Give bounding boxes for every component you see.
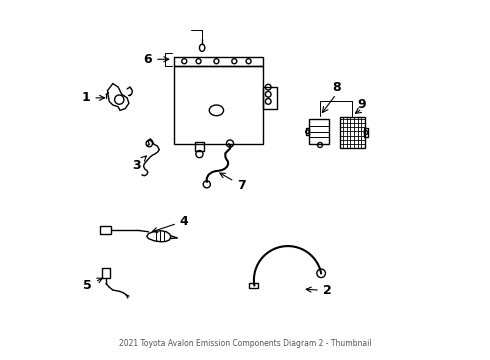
Bar <box>309 119 329 144</box>
Bar <box>195 143 204 152</box>
Bar <box>173 66 263 144</box>
Text: 6: 6 <box>144 53 169 66</box>
Text: 4: 4 <box>152 215 189 233</box>
Bar <box>173 57 263 66</box>
Text: 5: 5 <box>83 278 102 292</box>
Text: 9: 9 <box>358 99 367 112</box>
Text: 3: 3 <box>132 156 147 172</box>
Bar <box>263 87 277 109</box>
Text: 8: 8 <box>332 81 341 94</box>
Text: 2: 2 <box>306 284 332 297</box>
Bar <box>100 226 111 234</box>
Bar <box>249 283 258 288</box>
Text: 1: 1 <box>82 91 104 104</box>
Bar <box>306 128 309 135</box>
Bar <box>102 267 110 278</box>
Bar <box>364 128 368 137</box>
Bar <box>340 117 365 148</box>
Text: 7: 7 <box>220 173 246 192</box>
Text: 2021 Toyota Avalon Emission Components Diagram 2 - Thumbnail: 2021 Toyota Avalon Emission Components D… <box>119 339 371 348</box>
